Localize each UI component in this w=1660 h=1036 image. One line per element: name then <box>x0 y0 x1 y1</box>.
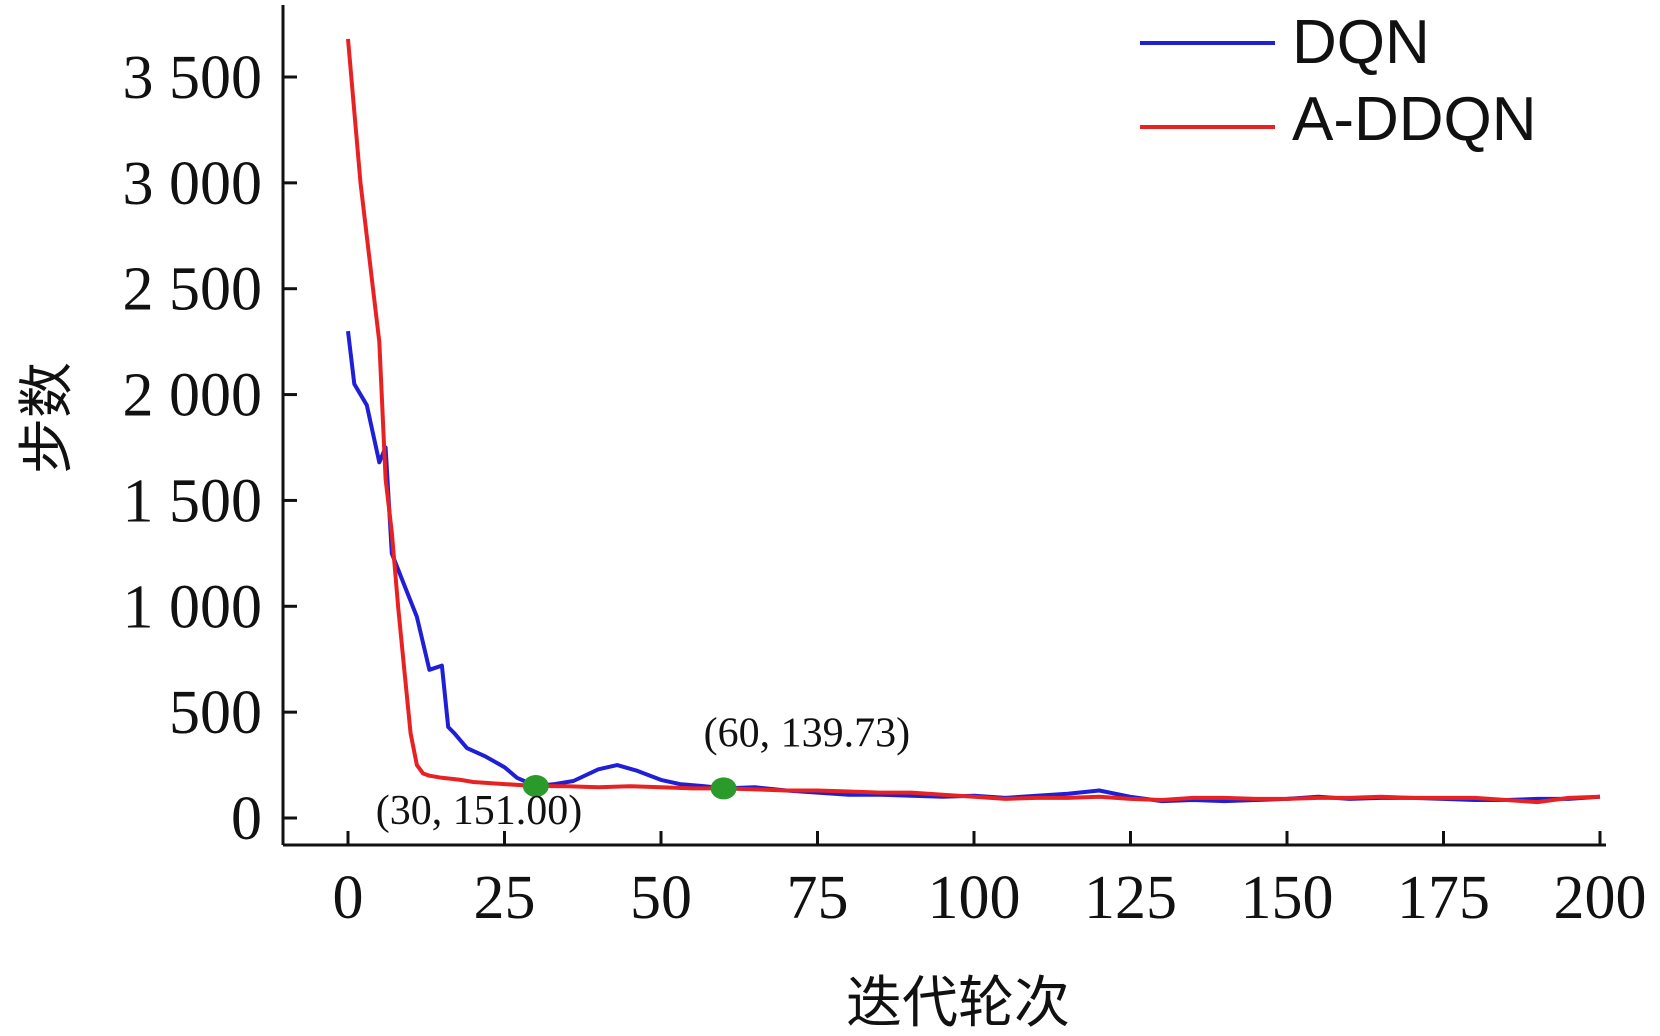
point-annotation: (60, 139.73) <box>704 710 910 756</box>
legend-label-a-ddqn: A-DDQN <box>1292 85 1537 154</box>
x-tick-label: 0 <box>333 864 364 932</box>
x-tick-label: 125 <box>1084 864 1177 932</box>
x-tick-label: 200 <box>1554 864 1647 932</box>
y-axis-ticks: 0 500 1 000 1 500 2 000 2 500 3 000 3 500 <box>123 44 297 853</box>
highlight-point <box>710 777 737 800</box>
marker-layer <box>522 775 737 800</box>
x-tick-label: 100 <box>928 864 1021 932</box>
x-tick-label: 25 <box>474 864 536 932</box>
y-tick-label: 0 <box>231 785 262 853</box>
x-tick-label: 175 <box>1397 864 1490 932</box>
x-tick-label: 75 <box>787 864 849 932</box>
y-axis-title: 步数 <box>15 362 80 474</box>
y-tick-label: 500 <box>169 679 262 747</box>
x-tick-label: 150 <box>1241 864 1334 932</box>
legend: DQN A-DDQN <box>1140 8 1537 154</box>
y-tick-label: 3 000 <box>123 150 263 218</box>
point-annotation: (30, 151.00) <box>376 788 582 834</box>
annotation-layer: (30, 151.00) (60, 139.73) <box>376 710 910 834</box>
y-tick-label: 1 000 <box>123 573 263 641</box>
series-layer <box>346 38 1601 805</box>
x-axis-ticks: 0 25 50 75 100 125 150 175 200 <box>333 831 1647 932</box>
x-axis-title: 迭代轮次 <box>846 971 1070 1036</box>
series-line-dqn <box>346 330 1601 804</box>
y-tick-label: 2 000 <box>123 362 263 430</box>
y-tick-label: 2 500 <box>123 256 263 324</box>
y-tick-label: 1 500 <box>123 467 263 535</box>
legend-label-dqn: DQN <box>1292 8 1430 77</box>
x-tick-label: 50 <box>630 864 692 932</box>
y-tick-label: 3 500 <box>123 44 263 112</box>
highlight-point <box>522 775 549 798</box>
series-line-a-ddqn <box>346 38 1601 805</box>
